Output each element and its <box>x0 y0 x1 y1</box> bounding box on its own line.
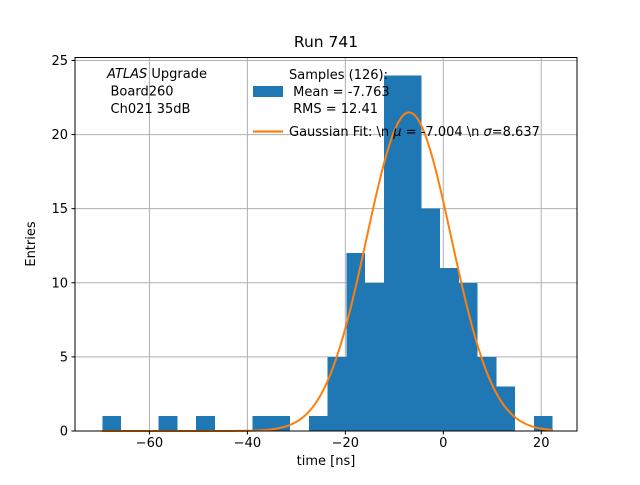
histogram-bar <box>252 416 272 431</box>
histogram-bar <box>365 282 384 431</box>
y-tick-label: 5 <box>60 350 68 365</box>
x-axis-label: time [ns] <box>297 454 356 469</box>
histogram-bar <box>102 416 122 431</box>
histogram-bar <box>327 356 347 431</box>
y-tick-label: 20 <box>51 128 68 143</box>
x-tick-label: −60 <box>136 436 163 451</box>
axes <box>74 57 578 432</box>
tick-marks-and-labels: −60 −40 −20 0 20 0 5 10 15 20 25 <box>51 54 549 451</box>
histogram-bar <box>158 416 178 431</box>
x-tick-label: 0 <box>439 436 447 451</box>
legend: Samples (126): Mean = -7.763 RMS = 12.41… <box>253 68 540 140</box>
x-tick-label: −20 <box>332 436 359 451</box>
histogram-bar <box>421 208 441 431</box>
legend-fit-label: Gaussian Fit: \n μ = -7.004 \n σ=8.637 <box>289 125 540 140</box>
legend-samples-swatch <box>253 86 283 97</box>
histogram-bar <box>346 253 366 431</box>
histogram-bar <box>308 416 328 431</box>
histogram-bar <box>477 356 497 431</box>
chart-title: Run 741 <box>294 33 358 51</box>
y-tick-label: 0 <box>60 425 68 440</box>
histogram-bar <box>402 75 422 431</box>
legend-samples-label: Mean = -7.763 <box>289 85 390 100</box>
histogram-bar <box>458 282 478 431</box>
atlas-annotation: ATLAS Upgrade Board260 Ch021 35dB <box>106 67 207 117</box>
y-axis-label: Entries <box>24 221 39 267</box>
y-tick-label: 10 <box>51 276 68 291</box>
annotation-line: Board260 <box>111 85 174 100</box>
histogram-bar <box>383 75 403 431</box>
annotation-line: Ch021 35dB <box>111 102 191 117</box>
histogram-bar <box>440 267 459 431</box>
histogram-bar <box>196 416 215 431</box>
x-tick-label: 20 <box>533 436 550 451</box>
annotation-line: ATLAS Upgrade <box>106 67 207 82</box>
y-tick-label: 25 <box>51 54 68 69</box>
axis-spine <box>74 57 578 432</box>
x-tick-label: −40 <box>234 436 261 451</box>
y-tick-label: 15 <box>51 202 68 217</box>
legend-samples-label: Samples (126): <box>289 68 388 83</box>
legend-samples-label: RMS = 12.41 <box>289 102 378 117</box>
